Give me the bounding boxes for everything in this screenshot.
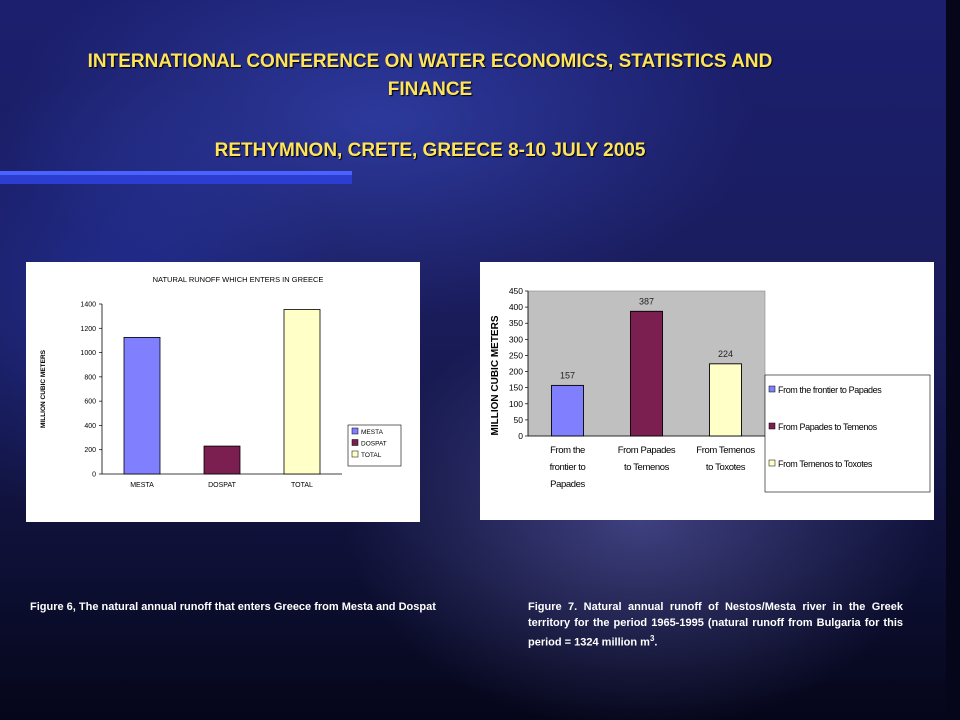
figure7-legend-swatch [768,459,776,467]
accent-bar [0,171,352,184]
figure6-legend-label: MESTA [361,429,384,436]
figure7-legend-swatch [768,385,776,393]
figure6-y-tick-label: 1200 [80,326,96,333]
figure7-x-tick-label: From Papades [618,445,676,456]
figure6-legend-label: DOSPAT [361,441,387,448]
figure6-y-tick-label: 1400 [80,302,96,309]
figure7-y-tick-label: 300 [509,334,523,344]
figure7-legend [764,374,931,493]
figure7-x-tick-label: to Temenos [624,462,670,473]
figure7-chart-panel: 0 50 100 150 200 250 300 350 400 450 MILLION CUBIC… [480,262,934,520]
figure7-y-tick-label: 200 [509,367,523,377]
figure7-data-label: 387 [639,296,654,306]
figure6-y-tick-label: 1000 [80,350,96,357]
figure6-legend-swatch [351,427,359,435]
conference-title-line1: INTERNATIONAL CONFERENCE ON WATER ECONOM… [87,51,773,72]
figure7-bar-3 [709,363,742,437]
figure7-legend-label: From the frontier to Papades [778,385,882,395]
figure6-y-tick-label: 400 [84,423,96,430]
figure7-legend-swatch [768,422,776,430]
conference-title-line2: FINANCE [387,79,473,100]
figure7-y-tick-label: 0 [518,431,523,441]
figure6-chart-panel: NATURAL RUNOFF WHICH ENTERS IN GREECE 0 20… [26,262,420,522]
figure7-caption-superscript: 3 [649,634,655,643]
figure7-bar-1 [551,384,584,437]
figure6-y-tick-label: 800 [84,374,96,381]
figure6-x-tick-label: DOSPAT [208,482,236,489]
figure7-legend-label: From Temenos to Toxotes [778,459,873,469]
figure7-y-tick-label: 50 [514,415,524,425]
figure6-bar-mesta [123,336,161,475]
figure7-x-tick-label: From the [550,445,585,456]
figure6-title: NATURAL RUNOFF WHICH ENTERS IN GREECE [153,275,324,284]
figure7-y-tick-label: 450 [509,286,523,296]
figure7-y-tick-label: 150 [509,383,523,393]
figure7-caption: Figure 7. Natural annual runoff of Nesto… [528,600,903,651]
figure6-y-tick-label: 200 [84,447,96,454]
figure7-y-tick-label: 100 [509,399,523,409]
figure7-x-tick-label: to Toxotes [706,462,746,473]
figure6-bar-dospat [203,445,241,475]
figure7-y-tick-label: 250 [509,350,523,360]
figure7-x-tick-label: From Temenos [696,445,755,456]
figure7-legend-label: From Papades to Temenos [778,422,878,432]
figure7-y-axis-label: MILLION CUBIC METERS [490,315,501,435]
figure7-bar-2 [630,310,663,437]
conference-location-date: RETHYMNON, CRETE, GREECE 8-10 JULY 2005 [214,140,646,161]
figure7-data-label: 157 [560,370,575,380]
figure6-legend-label: TOTAL [361,452,382,459]
figure6-bar-total [283,309,321,475]
figure6-x-tick-label: MESTA [130,482,154,489]
figure6-caption: Figure 6, The natural annual runoff that… [30,600,448,616]
figure7-caption-text: Figure 7. Natural annual runoff of Nesto… [528,601,903,649]
figure6-caption-text: Figure 6, The natural annual runoff that… [30,601,436,613]
figure6-legend-swatch [351,439,359,446]
figure6-legend-swatch [351,450,359,458]
figure6-y-tick-label: 600 [84,399,96,406]
figure6-chart: NATURAL RUNOFF WHICH ENTERS IN GREECE 0 20… [40,275,402,489]
figure6-y-axis-label: MILLION CUBIC METERS [40,349,47,428]
figure7-caption-end: . [654,636,658,649]
figure6-y-tick-label: 0 [92,472,96,479]
figure6-x-tick-label: TOTAL [291,482,313,489]
figure7-data-label: 224 [718,349,733,359]
right-edge-shadow [946,0,960,720]
figure7-y-tick-label: 350 [509,318,523,328]
figure7-x-tick-label: frontier to [550,462,586,473]
figure7-x-tick-label: Papades [550,479,585,490]
figure7-chart: 0 50 100 150 200 250 300 350 400 450 MILLION CUBIC… [490,286,931,493]
figure7-y-tick-label: 400 [509,302,523,312]
